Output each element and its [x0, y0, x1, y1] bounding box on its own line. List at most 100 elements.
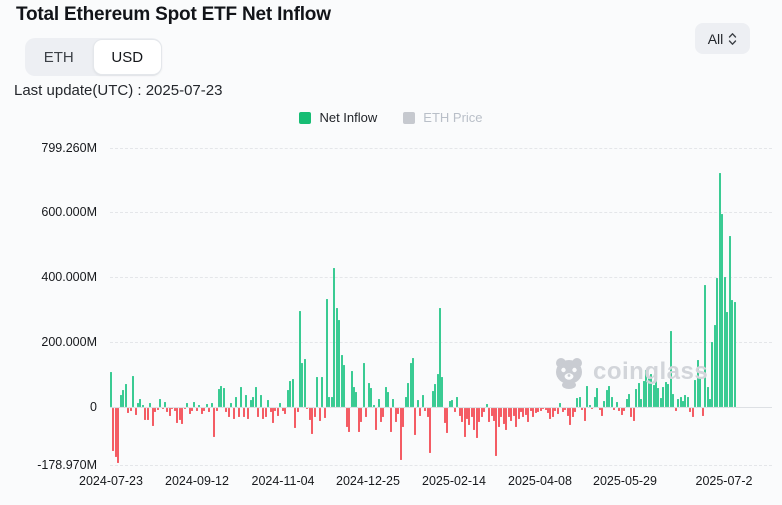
- net-inflow-bar[interactable]: [596, 388, 599, 407]
- net-inflow-bar[interactable]: [478, 407, 481, 423]
- net-inflow-bar[interactable]: [522, 407, 525, 418]
- net-inflow-bar[interactable]: [669, 331, 672, 407]
- net-inflow-bar[interactable]: [429, 407, 432, 453]
- net-inflow-bar[interactable]: [308, 407, 311, 421]
- net-inflow-bar[interactable]: [161, 407, 164, 409]
- net-inflow-bar[interactable]: [159, 398, 162, 407]
- net-inflow-bar[interactable]: [392, 398, 395, 407]
- net-inflow-bar[interactable]: [706, 386, 709, 407]
- net-inflow-bar[interactable]: [333, 268, 336, 407]
- net-inflow-bar[interactable]: [564, 407, 567, 411]
- net-inflow-bar[interactable]: [247, 407, 250, 419]
- net-inflow-bar[interactable]: [166, 407, 169, 412]
- net-inflow-bar[interactable]: [110, 372, 112, 407]
- net-inflow-bar[interactable]: [397, 407, 400, 415]
- net-inflow-bar[interactable]: [642, 381, 645, 407]
- net-inflow-bar[interactable]: [446, 407, 449, 434]
- net-inflow-bar[interactable]: [156, 407, 159, 410]
- net-inflow-bar[interactable]: [416, 400, 419, 407]
- net-inflow-bar[interactable]: [171, 407, 174, 409]
- net-inflow-bar[interactable]: [608, 386, 611, 407]
- net-inflow-bar[interactable]: [230, 403, 233, 407]
- net-inflow-bar[interactable]: [235, 396, 238, 407]
- net-inflow-bar[interactable]: [353, 387, 356, 407]
- net-inflow-bar[interactable]: [600, 407, 603, 416]
- net-inflow-bar[interactable]: [274, 407, 277, 411]
- net-inflow-bar[interactable]: [588, 405, 591, 407]
- net-inflow-bar[interactable]: [473, 407, 476, 431]
- net-inflow-bar[interactable]: [200, 407, 203, 415]
- net-inflow-bar[interactable]: [537, 407, 540, 413]
- net-inflow-bar[interactable]: [598, 407, 601, 411]
- net-inflow-bar[interactable]: [677, 398, 680, 407]
- net-inflow-bar[interactable]: [237, 407, 240, 418]
- net-inflow-bar[interactable]: [407, 383, 410, 407]
- net-inflow-bar[interactable]: [721, 214, 724, 407]
- net-inflow-bar[interactable]: [276, 407, 279, 416]
- net-inflow-bar[interactable]: [289, 380, 292, 407]
- net-inflow-bar[interactable]: [267, 400, 270, 407]
- net-inflow-bar[interactable]: [360, 407, 363, 423]
- net-inflow-bar[interactable]: [441, 377, 444, 407]
- legend-item-net-inflow[interactable]: Net Inflow: [299, 110, 377, 125]
- net-inflow-bar[interactable]: [340, 354, 343, 407]
- net-inflow-bar[interactable]: [213, 407, 216, 437]
- net-inflow-bar[interactable]: [220, 386, 223, 407]
- net-inflow-bar[interactable]: [684, 395, 687, 407]
- net-inflow-bar[interactable]: [527, 407, 530, 423]
- net-inflow-bar[interactable]: [139, 398, 142, 407]
- net-inflow-bar[interactable]: [691, 407, 694, 417]
- net-inflow-bar[interactable]: [129, 407, 132, 412]
- legend-item-eth-price[interactable]: ETH Price: [403, 110, 483, 125]
- net-inflow-bar[interactable]: [191, 407, 193, 411]
- net-inflow-bar[interactable]: [659, 397, 662, 407]
- net-inflow-bar[interactable]: [328, 396, 331, 407]
- net-inflow-bar[interactable]: [475, 407, 478, 439]
- net-inflow-bar[interactable]: [640, 398, 643, 407]
- net-inflow-bar[interactable]: [382, 407, 385, 418]
- net-inflow-bar[interactable]: [365, 407, 368, 418]
- net-inflow-bar[interactable]: [576, 397, 579, 407]
- net-inflow-bar[interactable]: [524, 407, 527, 415]
- net-inflow-bar[interactable]: [124, 383, 127, 407]
- net-inflow-bar[interactable]: [529, 407, 532, 412]
- net-inflow-bar[interactable]: [323, 407, 326, 418]
- net-inflow-bar[interactable]: [686, 396, 689, 407]
- net-inflow-bar[interactable]: [210, 402, 213, 407]
- net-inflow-bar[interactable]: [227, 407, 230, 417]
- net-inflow-bar[interactable]: [404, 396, 407, 407]
- net-inflow-bar[interactable]: [627, 394, 630, 407]
- tab-eth[interactable]: ETH: [25, 38, 93, 76]
- net-inflow-bar[interactable]: [615, 401, 618, 407]
- net-inflow-bar[interactable]: [245, 395, 248, 407]
- net-inflow-bar[interactable]: [195, 407, 198, 411]
- net-inflow-bar[interactable]: [507, 407, 510, 418]
- net-inflow-bar[interactable]: [301, 362, 304, 407]
- net-inflow-bar[interactable]: [186, 403, 189, 407]
- net-inflow-bar[interactable]: [647, 375, 650, 407]
- net-inflow-bar[interactable]: [554, 407, 557, 412]
- net-inflow-bar[interactable]: [566, 407, 569, 416]
- net-inflow-bar[interactable]: [470, 407, 473, 418]
- net-inflow-bar[interactable]: [583, 407, 586, 421]
- net-inflow-bar[interactable]: [505, 407, 508, 431]
- net-inflow-bar[interactable]: [387, 392, 390, 407]
- net-inflow-bar[interactable]: [375, 407, 378, 431]
- net-inflow-bar[interactable]: [664, 382, 667, 407]
- net-inflow-bar[interactable]: [151, 407, 154, 427]
- net-inflow-bar[interactable]: [593, 396, 596, 407]
- net-inflow-bar[interactable]: [569, 407, 572, 426]
- net-inflow-bar[interactable]: [306, 407, 309, 409]
- net-inflow-bar[interactable]: [208, 407, 211, 413]
- net-inflow-bar[interactable]: [623, 407, 626, 411]
- net-inflow-bar[interactable]: [605, 389, 608, 407]
- net-inflow-bar[interactable]: [488, 407, 491, 423]
- net-inflow-bar[interactable]: [321, 377, 324, 407]
- net-inflow-bar[interactable]: [728, 236, 731, 407]
- net-inflow-bar[interactable]: [281, 407, 284, 412]
- net-inflow-bar[interactable]: [316, 377, 319, 407]
- net-inflow-bar[interactable]: [313, 407, 316, 418]
- net-inflow-bar[interactable]: [456, 396, 459, 407]
- net-inflow-bar[interactable]: [694, 379, 697, 407]
- net-inflow-bar[interactable]: [127, 407, 130, 414]
